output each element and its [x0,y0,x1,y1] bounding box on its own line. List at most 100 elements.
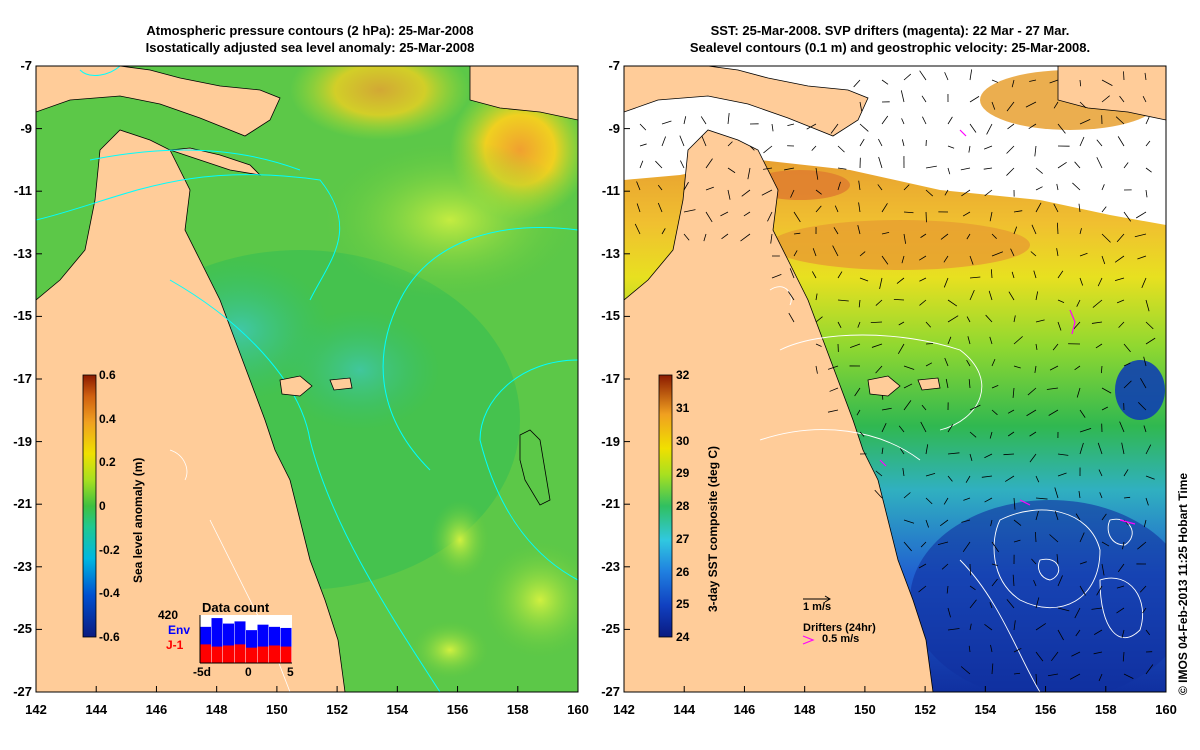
velocity-arrow [815,205,822,213]
velocity-arrow [793,232,801,235]
env-count-bar [234,621,246,663]
left-lon-label: 154 [386,702,409,717]
velocity-arrow [969,69,973,81]
velocity-arrow [1035,167,1043,174]
velocity-arrow [875,470,883,477]
velocity-arrow [1116,233,1125,243]
velocity-arrow [1004,475,1015,482]
velocity-arrow [878,138,883,147]
velocity-arrow [1035,651,1044,662]
velocity-arrow [991,79,999,83]
velocity-arrow [727,167,736,174]
velocity-arrow [789,268,795,279]
velocity-arrow [1074,365,1081,371]
env-count-bar [257,624,269,663]
sst-colorbar [658,374,673,638]
velocity-arrow [683,116,687,125]
velocity-arrow [1034,365,1037,373]
velocity-arrow [1010,248,1015,257]
velocity-arrow [991,101,996,110]
left-lon-label: 152 [326,702,348,717]
velocity-arrow [1145,116,1150,125]
velocity-arrow [856,409,861,416]
velocity-arrow [1013,620,1016,631]
velocity-arrow [877,184,883,191]
velocity-arrow [1006,101,1015,112]
velocity-arrow [1053,101,1059,109]
right-lat-label: -9 [608,120,620,136]
velocity-arrow [947,336,952,345]
velocity-arrow [1007,123,1015,130]
velocity-arrow [763,167,773,170]
j1-count-bar [200,644,211,663]
velocity-arrow [1046,387,1059,390]
velocity-arrow [806,123,817,130]
velocity-arrow [1074,607,1081,619]
velocity-arrow [771,123,774,132]
velocity-arrow [1078,203,1081,213]
velocity-arrow [1057,299,1065,303]
env-count-bar [211,618,223,663]
velocity-arrow [1123,362,1131,367]
sst-map [624,66,1166,692]
velocity-arrow [1013,672,1021,675]
velocity-arrow [1049,534,1059,543]
velocity-arrow [901,255,905,264]
velocity-arrow [1057,629,1064,641]
velocity-arrow [1054,511,1059,521]
right-lon-label: 158 [1094,702,1117,717]
velocity-arrow [1101,541,1110,547]
left-lon-label: 144 [85,702,108,717]
velocity-arrow [989,211,993,222]
velocity-arrow [636,203,641,213]
sla-colorbar-tick-label: 0.2 [99,455,116,470]
sst-colorbar-label: 3-day SST composite (deg C) [706,445,720,612]
sla-colorbar-label: Sea level anomaly (m) [131,457,145,583]
velocity-arrow [1114,277,1125,282]
velocity-arrow [815,293,818,301]
velocity-arrow [1079,136,1085,147]
velocity-arrow [1095,343,1103,349]
velocity-arrow [988,290,993,301]
velocity-arrow [1142,95,1147,103]
velocity-arrow [921,404,927,411]
velocity-arrow [903,519,915,524]
velocity-arrow [1035,291,1039,301]
velocity-arrow [903,492,911,499]
velocity-arrow [1101,255,1106,265]
velocity-arrow [961,519,971,523]
velocity-arrow [1035,497,1048,500]
velocity-arrow [1079,79,1082,87]
velocity-arrow [1137,541,1147,550]
velocity-arrow [967,336,971,345]
velocity-arrow [1093,651,1103,655]
velocity-arrow [1145,140,1151,147]
velocity-arrow [827,409,839,413]
velocity-arrow [968,145,971,153]
velocity-arrow [969,431,977,438]
velocity-arrow [857,225,861,235]
velocity-arrow [896,277,905,284]
velocity-arrow [700,116,707,125]
velocity-arrow [1116,607,1125,614]
velocity-arrow [1011,79,1015,88]
velocity-arrow [1122,541,1125,550]
sla-colorbar-tick-label: -0.6 [99,630,120,644]
sla-map [36,66,578,692]
velocity-arrow [901,139,905,147]
left-lon-label: 160 [567,702,589,717]
velocity-arrow [832,245,839,257]
velocity-arrow [1116,299,1125,304]
velocity-arrow [1145,664,1154,675]
velocity-arrow [1145,337,1156,345]
velocity-arrow [920,421,927,433]
velocity-arrow [1057,453,1069,456]
left-lat-label: -13 [13,245,32,261]
velocity-arrow [947,167,951,175]
velocity-arrow [1079,252,1088,257]
velocity-arrow [875,299,883,306]
right-lon-label: 144 [673,702,696,717]
velocity-arrow [870,321,883,324]
velocity-arrow [854,387,861,397]
velocity-arrow [1099,492,1103,499]
